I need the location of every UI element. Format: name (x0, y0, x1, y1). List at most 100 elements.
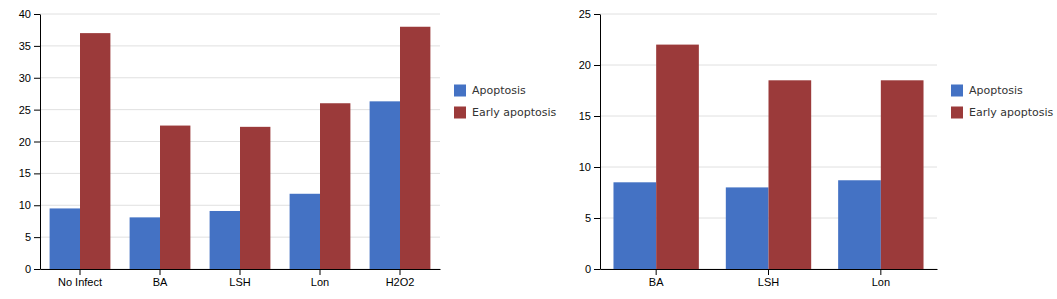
bar (80, 33, 110, 269)
tick-mark (240, 269, 241, 275)
x-tick: BA (153, 269, 168, 288)
bar (50, 208, 80, 269)
y-tick: 0 (25, 263, 40, 275)
y-tick: 0 (585, 263, 600, 275)
chart: 0 5 10 15 20 25 BA LSH Lon Apoptosis Early apoptos… (579, 8, 1054, 288)
y-tick: 35 (19, 40, 40, 52)
x-axis: No Infect BA LSH Lon H2O2 (41, 269, 441, 288)
legend-label: Apoptosis (472, 84, 526, 97)
x-tick: BA (649, 269, 664, 288)
y-tick: 5 (25, 231, 40, 243)
legend-label: Early apoptosis (472, 106, 557, 119)
x-tick: LSH (229, 269, 250, 288)
tick-mark (34, 110, 40, 111)
tick-label: LSH (758, 276, 779, 288)
legend-item: Apoptosis (454, 84, 526, 97)
tick-label: Lon (311, 276, 329, 288)
tick-mark (34, 46, 40, 47)
x-tick: No Infect (58, 269, 102, 288)
x-tick: Lon (872, 269, 890, 288)
tick-label: 0 (585, 263, 591, 275)
tick-mark (594, 167, 600, 168)
grid (40, 14, 440, 269)
bar (881, 80, 924, 269)
tick-label: 25 (19, 104, 31, 116)
tick-mark (594, 14, 600, 15)
bar (769, 80, 812, 269)
grid (600, 14, 937, 269)
tick-label: LSH (229, 276, 250, 288)
legend-item: Apoptosis (951, 84, 1023, 97)
tick-mark (594, 65, 600, 66)
bar (240, 127, 270, 269)
tick-label: H2O2 (386, 276, 415, 288)
bar (370, 101, 400, 269)
tick-label: 15 (579, 110, 591, 122)
tick-mark (594, 116, 600, 117)
tick-label: 40 (19, 8, 31, 20)
bar (160, 126, 190, 269)
tick-label: 20 (19, 136, 31, 148)
tick-mark (400, 269, 401, 275)
x-tick: Lon (311, 269, 329, 288)
tick-label: No Infect (58, 276, 102, 288)
tick-label: 30 (19, 72, 31, 84)
tick-mark (656, 269, 657, 275)
tick-mark (320, 269, 321, 275)
tick-mark (594, 269, 600, 270)
tick-mark (34, 269, 40, 270)
tick-label: 10 (579, 161, 591, 173)
bar (613, 182, 656, 269)
bars (50, 27, 431, 269)
tick-label: 0 (25, 263, 31, 275)
bar (210, 211, 240, 269)
legend-swatch (454, 85, 466, 97)
x-tick: LSH (758, 269, 779, 288)
y-tick: 20 (579, 59, 600, 71)
legend-swatch (454, 107, 466, 119)
legend: Apoptosis Early apoptosis (951, 84, 1054, 119)
tick-label: Lon (872, 276, 890, 288)
y-tick: 15 (579, 110, 600, 122)
x-axis: BA LSH Lon (601, 269, 938, 288)
legend: Apoptosis Early apoptosis (454, 84, 557, 119)
tick-mark (80, 269, 81, 275)
legend-label: Apoptosis (969, 84, 1023, 97)
y-tick: 30 (19, 72, 40, 84)
tick-mark (160, 269, 161, 275)
bar (290, 194, 320, 269)
bar (130, 217, 160, 269)
y-tick: 10 (579, 161, 600, 173)
axis-line (600, 15, 601, 270)
tick-label: 25 (579, 8, 591, 20)
tick-label: 35 (19, 40, 31, 52)
legend-item: Early apoptosis (951, 106, 1054, 119)
chart-canvas: 0 5 10 15 20 25 30 35 40 No Infect BA LSH Lon H2O2 Apo… (0, 0, 1057, 299)
tick-mark (34, 14, 40, 15)
legend-swatch (951, 107, 963, 119)
tick-mark (34, 237, 40, 238)
tick-mark (34, 78, 40, 79)
chart: 0510152025303540No InfectBALSHLonH2O2Apo… (19, 8, 557, 288)
tick-mark (34, 205, 40, 206)
bar-series (656, 45, 923, 269)
y-axis: 0 5 10 15 20 25 (579, 8, 601, 275)
tick-label: 20 (579, 59, 591, 71)
bar (838, 180, 881, 269)
tick-mark (768, 269, 769, 275)
legend-label: Early apoptosis (969, 106, 1054, 119)
grid-line (600, 14, 937, 15)
bar-series (80, 27, 430, 269)
tick-mark (880, 269, 881, 275)
bar (726, 187, 769, 269)
y-tick: 10 (19, 199, 40, 211)
tick-mark (34, 173, 40, 174)
y-tick: 25 (579, 8, 600, 20)
tick-label: 10 (19, 199, 31, 211)
y-axis: 0510152025303540 (19, 8, 41, 275)
legend-swatch (951, 85, 963, 97)
tick-mark (594, 218, 600, 219)
bars (613, 45, 923, 269)
legend-item: Early apoptosis (454, 106, 557, 119)
tick-label: 5 (585, 212, 591, 224)
